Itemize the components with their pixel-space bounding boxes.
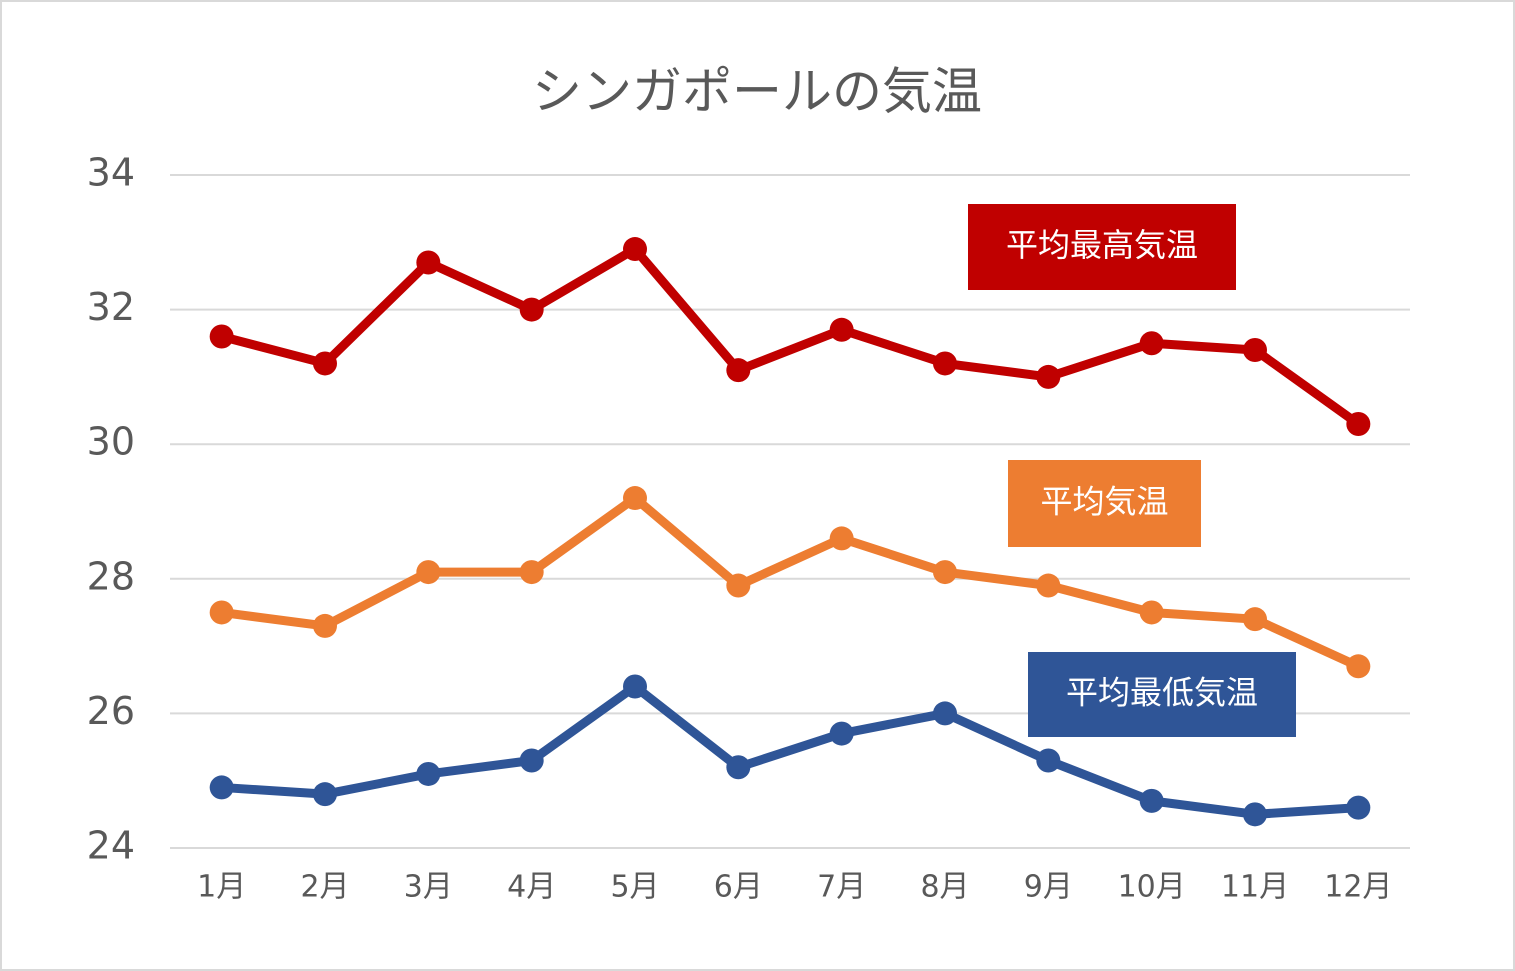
x-tick-label: 4月 — [507, 870, 556, 905]
point — [1139, 600, 1164, 625]
x-tick-label: 3月 — [404, 870, 453, 905]
point — [1036, 573, 1061, 598]
legend-box — [1008, 460, 1201, 547]
point — [1346, 795, 1371, 820]
x-tick-label: 9月 — [1024, 870, 1073, 905]
point — [1036, 364, 1061, 389]
point — [623, 237, 647, 262]
series-line — [221, 493, 1361, 671]
point — [313, 351, 337, 376]
point — [313, 782, 337, 807]
point — [1243, 802, 1267, 827]
point — [726, 755, 751, 780]
point — [623, 486, 647, 511]
legend-label: 平均最低気温 — [1066, 674, 1258, 712]
x-tick-label: 12月 — [1324, 870, 1392, 905]
point — [1139, 331, 1164, 356]
x-tick-label: 2月 — [300, 870, 349, 905]
x-tick-label: 1月 — [197, 870, 246, 905]
y-tick-label: 34 — [87, 151, 135, 195]
point — [313, 613, 337, 638]
point — [829, 721, 854, 746]
y-tick-label: 24 — [87, 824, 135, 868]
point — [209, 600, 234, 625]
x-tick-label: 10月 — [1118, 870, 1186, 905]
legend-label: 平均最高気温 — [1006, 226, 1198, 264]
point — [209, 324, 234, 349]
point — [623, 674, 647, 699]
point — [416, 250, 441, 275]
point — [1243, 337, 1267, 362]
x-tick-label: 11月 — [1221, 870, 1289, 905]
point — [1346, 412, 1371, 437]
chart-title: シンガポールの気温 — [532, 63, 982, 121]
point — [933, 701, 957, 726]
point — [829, 526, 854, 551]
x-tick-label: 6月 — [714, 870, 763, 905]
y-tick-label: 32 — [87, 285, 135, 329]
point — [519, 748, 544, 773]
x-tick-label: 8月 — [920, 870, 969, 905]
point — [519, 297, 544, 322]
series-line — [220, 244, 1361, 428]
y-tick-label: 26 — [87, 689, 135, 733]
point — [1036, 748, 1061, 773]
y-tick-label: 30 — [87, 420, 135, 464]
point — [829, 317, 854, 342]
point — [933, 560, 957, 585]
legend-box — [1028, 652, 1296, 737]
point — [933, 351, 957, 376]
point — [416, 560, 441, 585]
point — [1243, 607, 1267, 632]
series-line — [221, 681, 1359, 819]
point — [726, 573, 751, 598]
x-tick-label: 7月 — [817, 870, 866, 905]
y-tick-label: 28 — [87, 554, 135, 598]
legend-box — [968, 204, 1236, 290]
point — [416, 761, 441, 786]
point — [726, 358, 751, 383]
point — [519, 560, 544, 585]
legend-label: 平均気温 — [1040, 483, 1168, 521]
point — [1346, 654, 1371, 679]
point — [1139, 788, 1164, 813]
x-tick-label: 5月 — [610, 870, 659, 905]
point — [209, 775, 234, 800]
